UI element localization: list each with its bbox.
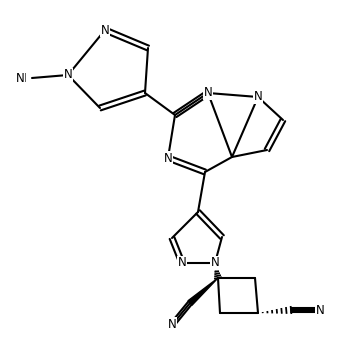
Text: N: N — [203, 87, 212, 99]
Polygon shape — [188, 278, 218, 305]
Text: N: N — [101, 23, 109, 37]
Text: N: N — [18, 72, 27, 84]
Text: N: N — [168, 318, 176, 330]
Text: N: N — [164, 152, 172, 164]
Text: N: N — [254, 90, 262, 104]
Text: N: N — [210, 257, 219, 269]
Text: N: N — [316, 304, 325, 316]
Text: N: N — [178, 257, 186, 269]
Text: N: N — [15, 72, 24, 84]
Text: N: N — [64, 68, 73, 82]
